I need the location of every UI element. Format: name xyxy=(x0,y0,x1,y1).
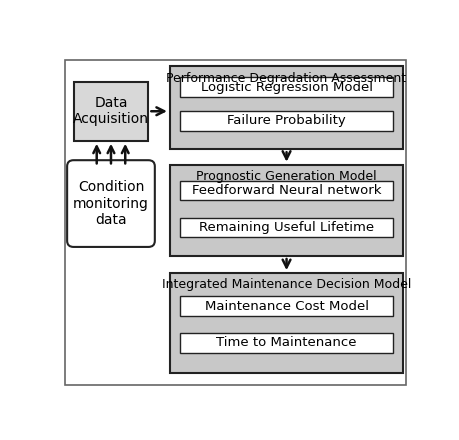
Text: Prognostic Generation Model: Prognostic Generation Model xyxy=(196,170,376,183)
Text: Data
Acquisition: Data Acquisition xyxy=(73,96,149,126)
FancyBboxPatch shape xyxy=(180,297,392,316)
FancyBboxPatch shape xyxy=(169,66,403,149)
Text: Integrated Maintenance Decision Model: Integrated Maintenance Decision Model xyxy=(162,279,410,291)
FancyBboxPatch shape xyxy=(180,333,392,352)
FancyBboxPatch shape xyxy=(180,111,392,131)
FancyBboxPatch shape xyxy=(73,81,148,141)
Text: Condition
monitoring
data: Condition monitoring data xyxy=(73,180,149,227)
FancyBboxPatch shape xyxy=(67,160,155,247)
Text: Remaining Useful Lifetime: Remaining Useful Lifetime xyxy=(199,221,373,234)
FancyBboxPatch shape xyxy=(169,273,403,373)
FancyBboxPatch shape xyxy=(180,180,392,200)
Text: Failure Probability: Failure Probability xyxy=(227,114,345,128)
FancyBboxPatch shape xyxy=(64,60,405,385)
Text: Logistic Regression Model: Logistic Regression Model xyxy=(200,81,372,94)
FancyBboxPatch shape xyxy=(180,218,392,238)
Text: Maintenance Cost Model: Maintenance Cost Model xyxy=(204,300,368,313)
FancyBboxPatch shape xyxy=(180,77,392,97)
FancyBboxPatch shape xyxy=(169,165,403,256)
Text: Performance Degradation Assessment: Performance Degradation Assessment xyxy=(166,72,406,85)
Text: Feedforward Neural network: Feedforward Neural network xyxy=(191,184,381,197)
Text: Time to Maintenance: Time to Maintenance xyxy=(216,336,356,349)
